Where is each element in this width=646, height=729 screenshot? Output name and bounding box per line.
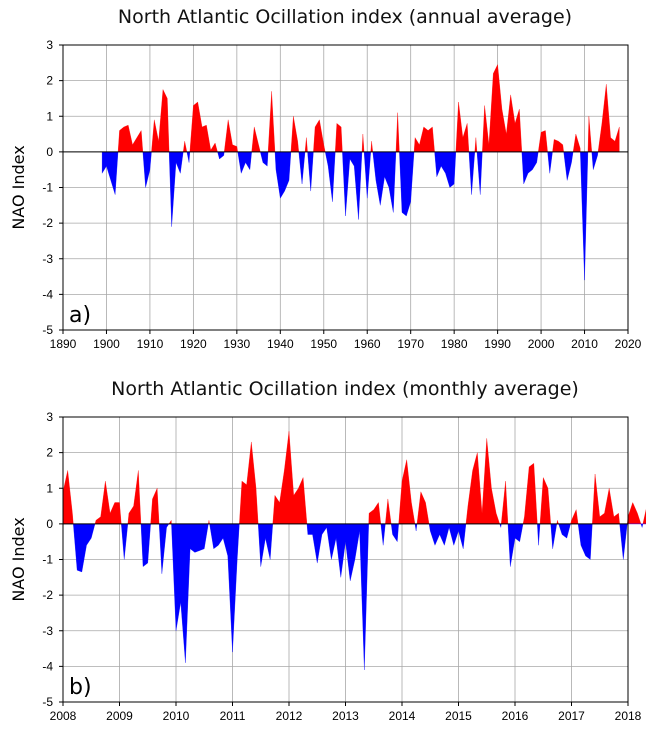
y-tick-label: -1	[42, 181, 53, 195]
panel-label: a)	[69, 303, 91, 328]
x-tick-label: 2020	[615, 337, 642, 351]
x-tick-label: 1970	[397, 337, 424, 351]
y-tick-label: 3	[46, 410, 53, 424]
x-tick-label: 2010	[571, 337, 598, 351]
annual-chart-panel: North Atlantic Ocillation index (annual …	[0, 0, 646, 357]
x-tick-label: 1900	[93, 337, 120, 351]
x-tick-label: 2018	[615, 709, 642, 723]
x-tick-label: 2014	[389, 709, 416, 723]
x-tick-label: 2015	[445, 709, 472, 723]
monthly-chart-panel: North Atlantic Ocillation index (monthly…	[0, 372, 646, 729]
y-tick-label: 0	[46, 145, 53, 159]
x-tick-label: 2008	[50, 709, 77, 723]
x-tick-label: 2010	[163, 709, 190, 723]
x-tick-label: 1950	[310, 337, 337, 351]
x-tick-label: 2013	[332, 709, 359, 723]
chart-title: North Atlantic Ocillation index (monthly…	[111, 378, 579, 400]
y-tick-label: 1	[46, 109, 53, 123]
positive-area	[102, 64, 620, 153]
x-tick-label: 2012	[276, 709, 303, 723]
x-tick-label: 2000	[528, 337, 555, 351]
y-tick-label: 1	[46, 481, 53, 495]
monthly-chart-svg: 2008 2009 2010 2011 2012 2013 2014 2015 2016 2017…	[9, 410, 646, 723]
x-tick-label: 1990	[484, 337, 511, 351]
annual-chart-svg: 1890 1900 1910 1920 1930 1940 1950 1960 1970 1980…	[9, 38, 642, 351]
negative-area	[101, 151, 620, 281]
x-tick-label: 1890	[50, 337, 77, 351]
positive-area	[62, 431, 646, 525]
x-tick-label: 1920	[180, 337, 207, 351]
x-tick-label: 2009	[106, 709, 133, 723]
y-tick-label: -4	[42, 287, 53, 301]
x-tick-label: 2011	[220, 709, 246, 723]
y-tick-label: 2	[46, 74, 53, 88]
y-tick-label: 2	[46, 446, 53, 460]
y-tick-label: -3	[42, 624, 53, 638]
y-tick-label: -5	[42, 695, 53, 709]
y-tick-label: -4	[42, 659, 53, 673]
x-tick-label: 1940	[267, 337, 294, 351]
x-tick-label: 1980	[441, 337, 468, 351]
x-tick-label: 2017	[558, 709, 585, 723]
x-tick-label: 1930	[223, 337, 250, 351]
negative-area	[63, 523, 646, 670]
y-axis-label: NAO Index	[9, 145, 28, 229]
y-tick-label: -2	[42, 216, 53, 230]
y-tick-label: 0	[46, 517, 53, 531]
x-tick-label: 2016	[502, 709, 529, 723]
y-tick-label: -3	[42, 252, 53, 266]
y-tick-label: 3	[46, 38, 53, 52]
chart-title: North Atlantic Ocillation index (annual …	[117, 6, 573, 28]
y-tick-label: -1	[42, 553, 53, 567]
panel-label: b)	[69, 675, 92, 700]
x-tick-label: 1960	[354, 337, 381, 351]
y-axis-label: NAO Index	[9, 517, 28, 601]
y-tick-label: -2	[42, 588, 53, 602]
y-tick-label: -5	[42, 323, 53, 337]
x-tick-label: 1910	[137, 337, 164, 351]
